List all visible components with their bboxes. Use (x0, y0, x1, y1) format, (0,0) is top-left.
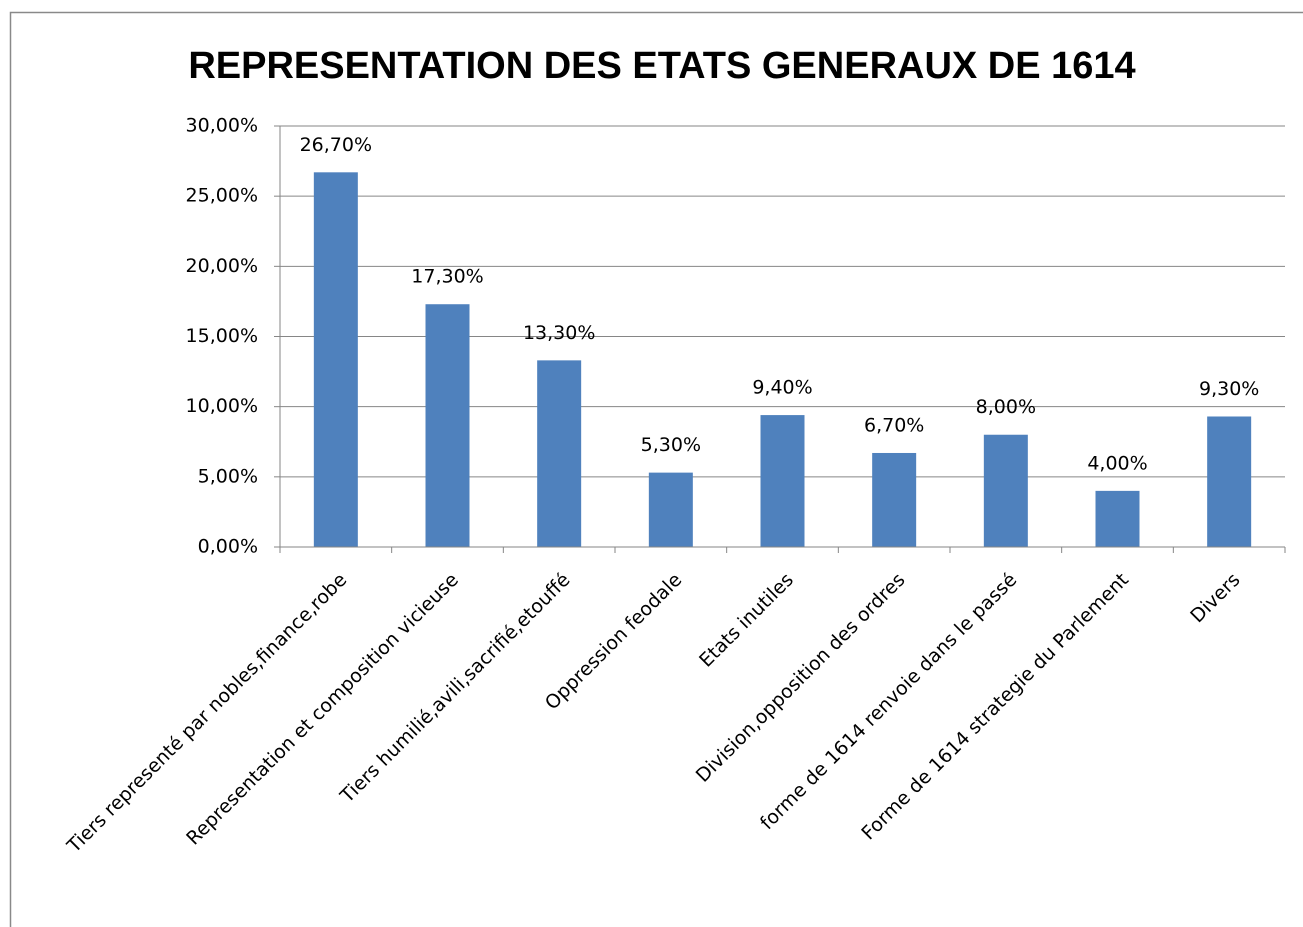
data-label: 5,30% (641, 434, 701, 456)
y-tick-label: 0,00% (198, 536, 258, 558)
x-tick-label: Tiers humilié,avili,sacrifié,etouffé (336, 569, 575, 808)
y-tick-label: 5,00% (198, 465, 258, 487)
bar (648, 472, 693, 547)
x-tick-label: Etats inutiles (695, 569, 798, 672)
chart-frame (9, 11, 1303, 927)
data-label: 8,00% (976, 396, 1036, 418)
bar (313, 172, 358, 547)
data-label: 17,30% (411, 266, 483, 288)
bar (537, 360, 582, 547)
bar (983, 434, 1028, 547)
data-label: 9,30% (1199, 378, 1259, 400)
data-label: 6,70% (864, 414, 924, 436)
bar (425, 304, 470, 547)
bar (1207, 416, 1252, 547)
x-tick-label: Division,opposition des ordres (692, 569, 910, 787)
x-tick-label: Divers (1186, 569, 1244, 627)
data-label: 26,70% (300, 134, 372, 156)
y-tick-label: 20,00% (186, 255, 258, 277)
bar (1095, 490, 1140, 547)
data-label: 9,40% (752, 377, 812, 399)
y-tick-label: 30,00% (186, 115, 258, 137)
y-tick-label: 25,00% (186, 185, 258, 207)
y-tick-label: 15,00% (186, 325, 258, 347)
x-tick-label: forme de 1614 renvoie dans le passé (756, 569, 1021, 834)
chart-title: REPRESENTATION DES ETATS GENERAUX DE 161… (188, 45, 1135, 87)
y-tick-label: 10,00% (186, 395, 258, 417)
data-label: 13,30% (523, 322, 595, 344)
bar (872, 452, 917, 547)
bar (760, 415, 805, 547)
data-label: 4,00% (1087, 452, 1147, 474)
